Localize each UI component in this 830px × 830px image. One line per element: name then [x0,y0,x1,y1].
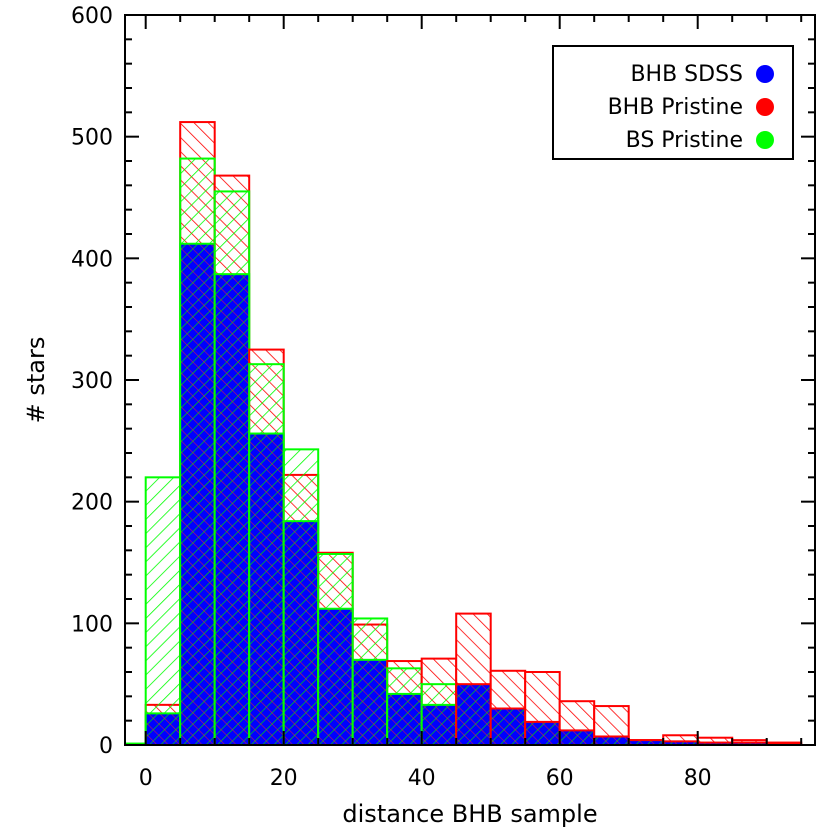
y-tick-label: 100 [71,612,113,637]
bar-bhb-sdss-hatch-red [283,521,319,745]
bar-bs-pristine-edge [125,742,146,745]
y-axis-title: # stars [22,337,50,424]
bar-bhb-sdss-hatch-red [352,659,388,745]
y-tick-label: 400 [71,247,113,272]
bar-bhb-sdss-hatch-red [421,704,457,745]
legend-box [552,45,794,160]
bar-bhb-sdss-hatch-red [559,730,595,745]
x-axis-title: distance BHB sample [342,800,597,828]
bar-bhb-sdss-hatch-red [249,433,284,745]
y-tick-label: 300 [71,369,113,394]
bar-bhb-sdss-hatch-red [697,742,733,745]
legend-label-bhb-sdss: BHB SDSS [630,62,743,87]
legend-marker-bhb-sdss [756,65,774,83]
x-tick-label: 0 [139,766,153,791]
y-tick-label: 600 [71,4,113,29]
bar-bhb-sdss-hatch-red [732,742,767,745]
legend-label-bhb-pristine: BHB Pristine [608,95,743,120]
bar-bhb-sdss-hatch-red [525,721,560,745]
bar-bhb-sdss-hatch-red [456,684,491,745]
y-tick-label: 200 [71,491,113,516]
x-tick-label: 80 [684,766,712,791]
legend-marker-bs-pristine [756,131,774,149]
y-tick-label: 0 [99,734,113,759]
bar-bhb-sdss-hatch-red [145,713,181,745]
bar-bhb-sdss-hatch-red [387,693,422,745]
bar-bhb-sdss-hatch-red [180,243,215,745]
x-tick-label: 40 [408,766,436,791]
legend-label-bs-pristine: BS Pristine [626,128,743,153]
ticks-group: 0 20 40 60 80 0 100 200 300 400 500 600 [71,4,815,791]
y-tick-label: 500 [71,126,113,151]
bar-bhb-sdss-hatch-red [214,274,250,745]
bar-bhb-sdss-hatch-red [663,741,698,745]
bar-bhb-sdss-hatch-red [490,708,526,745]
legend: BHB SDSS BHB Pristine BS Pristine [552,45,794,160]
legend-marker-bhb-pristine [756,98,774,116]
x-tick-label: 20 [270,766,298,791]
bar-bhb-sdss-hatch-red [628,740,664,745]
bar-bs-pristine [144,476,182,745]
x-tick-label: 60 [546,766,574,791]
bars-group [125,121,803,745]
bar-bhb-sdss-hatch-red [318,608,353,745]
bar-bhb-sdss-hatch-red [594,736,629,745]
